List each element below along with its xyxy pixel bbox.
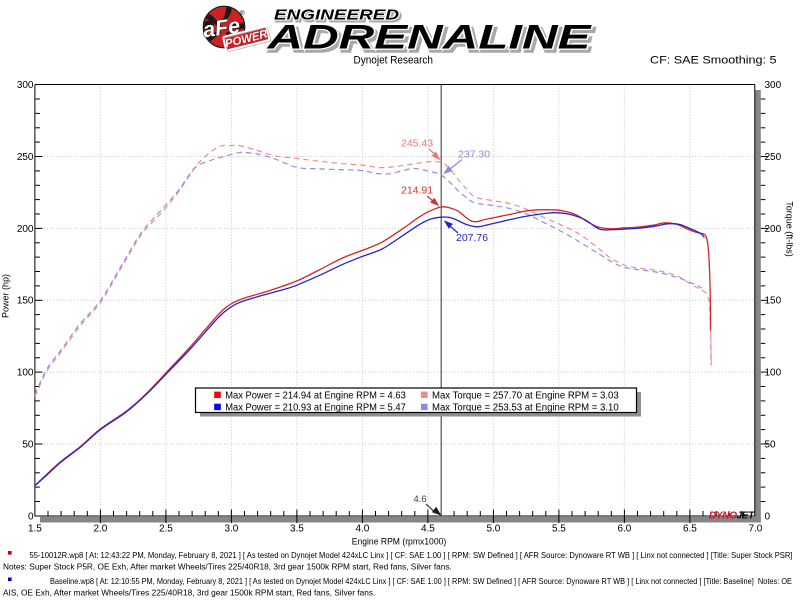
svg-text:214.91: 214.91 (401, 185, 433, 197)
svg-text:207.76: 207.76 (456, 232, 488, 244)
svg-text:Power (hp): Power (hp) (1, 274, 11, 318)
svg-text:CF: SAE Smoothing: 5: CF: SAE Smoothing: 5 (650, 55, 777, 67)
svg-text:DYNO: DYNO (709, 510, 737, 521)
svg-text:5.5: 5.5 (552, 524, 566, 535)
svg-text:55-10012R.wp8 [ At: 12:43:22 P: 55-10012R.wp8 [ At: 12:43:22 PM, Monday,… (30, 550, 793, 560)
svg-text:150: 150 (765, 296, 782, 307)
svg-text:Dynojet Research: Dynojet Research (354, 55, 434, 67)
svg-text:Baseline.wp8 [ At: 12:10:55 PM: Baseline.wp8 [ At: 12:10:55 PM, Monday, … (50, 576, 792, 586)
svg-text:ENGINEERED: ENGINEERED (274, 8, 400, 24)
svg-text:100: 100 (765, 368, 782, 379)
svg-text:Engine RPM (rpmx1000): Engine RPM (rpmx1000) (352, 537, 447, 548)
svg-text:®: ® (240, 10, 245, 17)
svg-text:0: 0 (765, 511, 771, 522)
svg-text:6.0: 6.0 (617, 524, 631, 535)
svg-text:JET: JET (737, 510, 756, 521)
svg-text:4.5: 4.5 (421, 524, 435, 535)
svg-text:Max Torque = 257.70 at Engine: Max Torque = 257.70 at Engine RPM = 3.03 (432, 390, 619, 401)
svg-text:6.5: 6.5 (683, 524, 697, 535)
svg-text:4.6: 4.6 (414, 494, 427, 505)
svg-text:7.0: 7.0 (748, 524, 762, 535)
svg-text:300: 300 (17, 80, 34, 91)
svg-text:Torque (ft-lbs): Torque (ft-lbs) (785, 201, 795, 257)
svg-text:200: 200 (17, 224, 34, 235)
svg-text:ADRENALINE: ADRENALINE (269, 22, 595, 60)
svg-text:50: 50 (765, 439, 777, 450)
svg-text:ENGINEERED: ENGINEERED (276, 10, 402, 26)
svg-text:Notes: Super Stock P5R, OE Exh: Notes: Super Stock P5R, OE Exh, After ma… (3, 562, 452, 572)
svg-text:245.43: 245.43 (401, 138, 433, 150)
svg-text:2.5: 2.5 (159, 524, 173, 535)
svg-text:Max Torque = 253.53 at Engine: Max Torque = 253.53 at Engine RPM = 3.10 (432, 403, 619, 414)
svg-text:AIS, OE Exh, After market Whee: AIS, OE Exh, After market Wheels/Tires 2… (3, 588, 375, 598)
svg-text:0: 0 (28, 511, 34, 522)
svg-text:2.0: 2.0 (93, 524, 107, 535)
svg-text:100: 100 (17, 368, 34, 379)
svg-text:Max Power = 214.94 at Engine R: Max Power = 214.94 at Engine RPM = 4.63 (225, 390, 406, 401)
svg-text:150: 150 (17, 296, 34, 307)
svg-text:300: 300 (765, 80, 782, 91)
svg-text:250: 250 (17, 152, 34, 163)
svg-text:250: 250 (765, 152, 782, 163)
svg-text:3.0: 3.0 (224, 524, 238, 535)
svg-text:ADRENALINE: ADRENALINE (266, 19, 592, 57)
svg-text:237.30: 237.30 (458, 149, 490, 161)
svg-text:1.5: 1.5 (28, 524, 42, 535)
svg-text:4.0: 4.0 (355, 524, 369, 535)
svg-text:200: 200 (765, 224, 782, 235)
svg-text:50: 50 (22, 439, 34, 450)
svg-text:Max Power = 210.93 at Engine R: Max Power = 210.93 at Engine RPM = 5.47 (225, 403, 406, 414)
svg-text:5.0: 5.0 (486, 524, 500, 535)
svg-text:3.5: 3.5 (290, 524, 304, 535)
